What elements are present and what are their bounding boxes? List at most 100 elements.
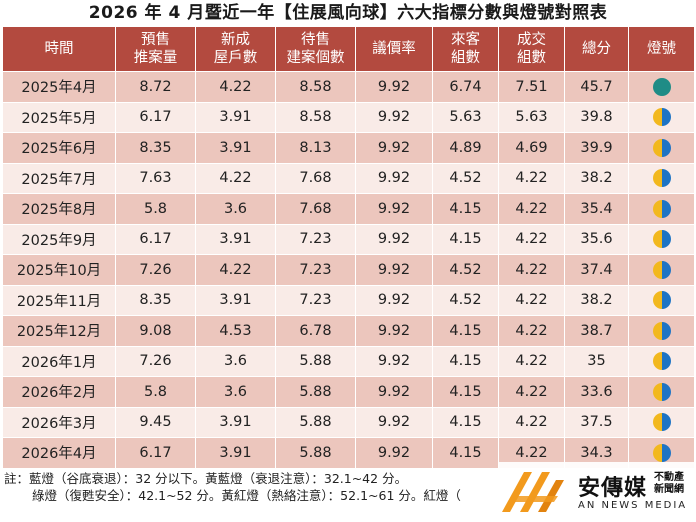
cell-new-units: 3.91 [195, 132, 276, 164]
cell-presale: 9.45 [115, 406, 196, 438]
cell-unsold: 5.88 [275, 345, 356, 377]
cell-bargain: 9.92 [355, 223, 433, 255]
cell-new-units: 3.91 [195, 406, 276, 438]
column-header: 新成 屋戶數 [195, 26, 276, 72]
cell-visitors: 4.15 [432, 345, 499, 377]
table-row: 2025年9月 6.17 3.91 7.23 9.92 4.15 4.22 35.6 [2, 223, 695, 255]
cell-total: 38.7 [564, 315, 629, 347]
column-header: 總分 [564, 26, 629, 72]
cell-deals: 4.22 [498, 162, 565, 194]
column-header-label: 成交 [517, 32, 546, 48]
yellow-blue-lamp-icon [652, 260, 671, 279]
green-lamp-icon [652, 77, 671, 96]
column-header: 預售 推案量 [115, 26, 196, 72]
cell-deals: 4.22 [498, 284, 565, 316]
column-header: 時間 [2, 26, 116, 72]
cell-lamp [628, 254, 695, 286]
page-title: 2026 年 4 月暨近一年【住展風向球】六大指標分數與燈號對照表 [88, 3, 608, 23]
column-header-label: 總分 [582, 41, 611, 57]
cell-time: 2025年5月 [2, 101, 116, 133]
cell-lamp [628, 376, 695, 408]
cell-new-units: 3.91 [195, 101, 276, 133]
logo-side-line-2: 新聞網 [654, 484, 684, 495]
table-row: 2025年7月 7.63 4.22 7.68 9.92 4.52 4.22 38.2 [2, 162, 695, 194]
cell-time: 2025年8月 [2, 193, 116, 225]
cell-deals: 4.22 [498, 406, 565, 438]
cell-deals: 4.22 [498, 193, 565, 225]
cell-total: 38.2 [564, 284, 629, 316]
cell-presale: 5.8 [115, 193, 196, 225]
yellow-blue-lamp-icon [652, 108, 671, 127]
cell-unsold: 7.23 [275, 223, 356, 255]
table-header-row: 時間 預售 推案量 新成 屋戶數 待售 建案個數 議價率 來客 組數 成交 組數 總分 燈號 [2, 26, 695, 72]
yellow-blue-lamp-icon [652, 138, 671, 157]
cell-total: 38.2 [564, 162, 629, 194]
column-header: 燈號 [628, 26, 695, 72]
cell-new-units: 3.6 [195, 345, 276, 377]
table-row: 2025年12月 9.08 4.53 6.78 9.92 4.15 4.22 38.7 [2, 315, 695, 347]
cell-new-units: 4.22 [195, 71, 276, 103]
table-row: 2026年1月 7.26 3.6 5.88 9.92 4.15 4.22 35 [2, 345, 695, 377]
cell-visitors: 4.15 [432, 406, 499, 438]
cell-bargain: 9.92 [355, 376, 433, 408]
column-header-label: 預售 [141, 32, 170, 48]
column-header: 成交 組數 [498, 26, 565, 72]
cell-visitors: 4.89 [432, 132, 499, 164]
column-header-label: 待售 [301, 32, 330, 48]
cell-time: 2025年12月 [2, 315, 116, 347]
cell-visitors: 5.63 [432, 101, 499, 133]
cell-presale: 6.17 [115, 437, 196, 469]
column-header-label: 燈號 [647, 41, 676, 57]
logo-brand-text: 安傳媒 [578, 476, 648, 501]
cell-deals: 4.22 [498, 376, 565, 408]
cell-presale: 7.26 [115, 345, 196, 377]
cell-unsold: 8.13 [275, 132, 356, 164]
note-line-1: 註：藍燈（谷底衰退）：32 分以下。黃藍燈（衰退注意）：32.1~42 分。 [4, 471, 408, 486]
cell-unsold: 7.68 [275, 193, 356, 225]
cell-bargain: 9.92 [355, 193, 433, 225]
cell-new-units: 3.91 [195, 284, 276, 316]
column-header-label: 議價率 [372, 41, 416, 57]
cell-bargain: 9.92 [355, 284, 433, 316]
cell-presale: 5.8 [115, 376, 196, 408]
column-header: 來客 組數 [432, 26, 499, 72]
logo-mark-icon [502, 472, 564, 512]
cell-visitors: 4.15 [432, 315, 499, 347]
cell-unsold: 8.58 [275, 101, 356, 133]
cell-unsold: 5.88 [275, 406, 356, 438]
cell-deals: 4.22 [498, 315, 565, 347]
note-line-2: 綠燈（復甦安全）：42.1~52 分。黃紅燈（熱絡注意）：52.1~61 分。紅… [32, 488, 461, 503]
cell-presale: 7.63 [115, 162, 196, 194]
logo-side-text: 不動產 新聞網 [654, 472, 684, 496]
cell-bargain: 9.92 [355, 101, 433, 133]
cell-total: 37.5 [564, 406, 629, 438]
cell-presale: 6.17 [115, 223, 196, 255]
table-row: 2025年6月 8.35 3.91 8.13 9.92 4.89 4.69 39.9 [2, 132, 695, 164]
cell-presale: 9.08 [115, 315, 196, 347]
yellow-blue-lamp-icon [652, 382, 671, 401]
cell-unsold: 5.88 [275, 437, 356, 469]
yellow-blue-lamp-icon [652, 321, 671, 340]
cell-lamp [628, 315, 695, 347]
cell-visitors: 6.74 [432, 71, 499, 103]
cell-time: 2025年6月 [2, 132, 116, 164]
yellow-blue-lamp-icon [652, 169, 671, 188]
cell-presale: 6.17 [115, 101, 196, 133]
cell-time: 2025年4月 [2, 71, 116, 103]
cell-lamp [628, 406, 695, 438]
cell-presale: 8.35 [115, 132, 196, 164]
table-row: 2025年5月 6.17 3.91 8.58 9.92 5.63 5.63 39.8 [2, 101, 695, 133]
cell-presale: 8.72 [115, 71, 196, 103]
table-row: 2025年4月 8.72 4.22 8.58 9.92 6.74 7.51 45.7 [2, 71, 695, 103]
cell-lamp [628, 345, 695, 377]
column-header-label: 屋戶數 [213, 50, 258, 66]
cell-total: 45.7 [564, 71, 629, 103]
cell-bargain: 9.92 [355, 162, 433, 194]
cell-new-units: 3.91 [195, 223, 276, 255]
cell-lamp [628, 284, 695, 316]
cell-presale: 8.35 [115, 284, 196, 316]
news-logo: 安傳媒 不動產 新聞網 AN NEWS MEDIA [498, 462, 694, 520]
cell-visitors: 4.52 [432, 254, 499, 286]
cell-total: 35.6 [564, 223, 629, 255]
column-header-label: 推案量 [133, 50, 178, 66]
